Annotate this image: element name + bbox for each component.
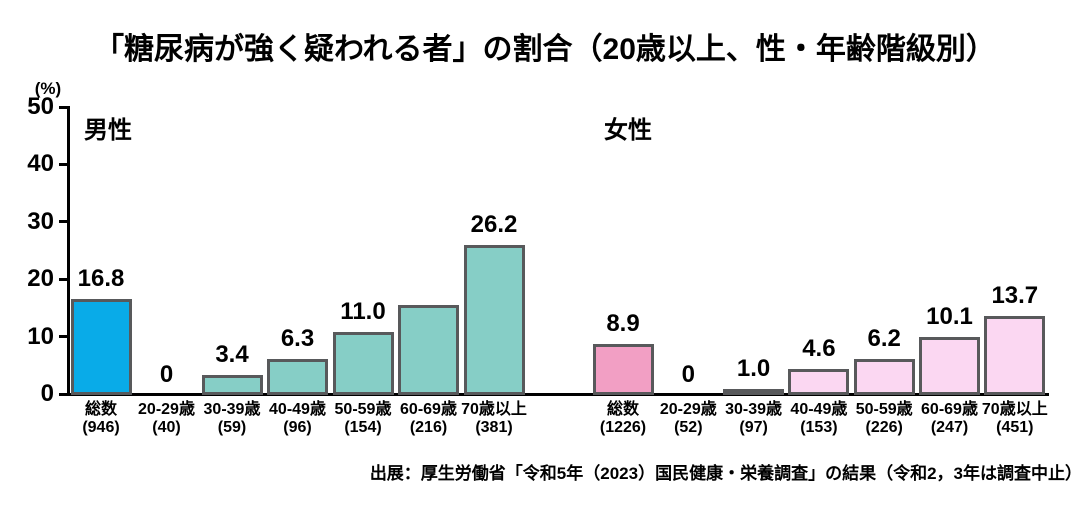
category-name: 20-29歳 [138, 401, 195, 418]
bar-value-label: 1.0 [736, 355, 771, 383]
category-sample-size: (96) [283, 419, 312, 436]
bar [398, 305, 459, 395]
y-tick-label: 0 [40, 380, 54, 407]
bar [984, 316, 1046, 395]
y-tick-mark [59, 220, 68, 224]
category-label: 60-69歳 (247) [904, 401, 996, 437]
category-label: 40-49歳 (96) [252, 401, 344, 437]
bar-value-label: 4.6 [802, 334, 836, 362]
category-name: 総数 [84, 401, 117, 418]
category-name: 30-39歳 [203, 401, 261, 418]
category-label: 70歳以上 (451) [969, 401, 1061, 437]
bar-value-label: 16.8 [77, 264, 125, 292]
category-name: 50-59歳 [334, 401, 392, 418]
bar-value-label: 26.2 [470, 210, 518, 238]
source-note: 出展：厚生労働省「令和5年（2023）国民健康・栄養調査」の結果（令和2，3年は… [369, 464, 1082, 483]
y-tick-mark [59, 392, 68, 396]
bar [332, 331, 394, 395]
category-sample-size: (52) [674, 419, 703, 436]
bar-value-label: 6.3 [280, 324, 315, 352]
bar-value-label: 8.9 [606, 309, 640, 337]
chart-title: 「糖尿病が強く疑われる者」の割合（20歳以上、性・年齢階級別） [94, 33, 996, 66]
category-sample-size: (154) [344, 419, 382, 436]
category-sample-size: (1226) [599, 419, 647, 436]
category-label: 30-39歳 (59) [186, 401, 278, 437]
bar [201, 375, 263, 395]
bar [723, 389, 785, 396]
category-label: 総数 (946) [55, 401, 147, 437]
category-sample-size: (59) [217, 419, 247, 436]
y-tick-label: 20 [27, 265, 54, 293]
bar-value-label: 0 [681, 361, 695, 388]
y-tick-mark [59, 162, 68, 166]
category-name: 40-49歳 [269, 401, 326, 418]
y-tick-label: 10 [27, 322, 54, 350]
category-sample-size: (226) [865, 419, 903, 436]
bar [788, 368, 850, 395]
category-name: 60-69歳 [400, 401, 457, 418]
category-sample-size: (97) [739, 419, 768, 436]
bar-value-label: 13.7 [991, 282, 1039, 310]
y-axis-line [67, 106, 70, 396]
y-tick-label: 40 [27, 150, 54, 178]
category-label: 40-49歳 (153) [773, 401, 865, 437]
category-label: 70歳以上 (381) [448, 401, 540, 437]
category-name: 70歳以上 [461, 401, 527, 418]
bar [463, 244, 525, 395]
bar [70, 298, 132, 395]
bar-value-label: 6.2 [867, 325, 901, 353]
category-name: 30-39歳 [725, 401, 783, 418]
y-tick-mark [59, 335, 68, 339]
y-tick-mark [59, 277, 68, 281]
bar-value-label: 0 [159, 361, 174, 388]
category-name: 20-29歳 [659, 401, 717, 418]
category-sample-size: (153) [800, 419, 838, 436]
bar [592, 343, 654, 395]
y-tick-label: 30 [27, 207, 54, 235]
category-label: 総数 (1226) [577, 401, 669, 437]
category-sample-size: (381) [475, 419, 513, 436]
x-axis-line [67, 393, 1049, 396]
category-name: 総数 [606, 401, 639, 418]
category-sample-size: (451) [996, 419, 1034, 436]
y-tick-mark [59, 105, 68, 109]
category-label: 20-29歳 (40) [121, 401, 213, 437]
y-tick-label: 50 [27, 93, 54, 120]
group-label-male: 男性 [84, 117, 132, 144]
category-name: 40-49歳 [790, 401, 848, 418]
category-label: 30-39歳 (97) [708, 401, 800, 437]
category-label: 20-29歳 (52) [642, 401, 734, 437]
bar [267, 358, 328, 395]
bar-value-label: 3.4 [215, 341, 249, 369]
category-sample-size: (946) [82, 419, 120, 436]
category-sample-size: (247) [930, 419, 969, 436]
bar-value-label: 11.0 [340, 297, 386, 325]
category-name: 50-59歳 [855, 401, 913, 418]
bar [919, 337, 980, 395]
category-label: 50-59歳 (154) [317, 401, 409, 437]
category-sample-size: (40) [152, 419, 181, 436]
group-label-female: 女性 [604, 117, 652, 144]
category-sample-size: (216) [409, 419, 448, 436]
category-label: 50-59歳 (226) [838, 401, 930, 437]
category-name: 60-69歳 [921, 401, 978, 418]
bar-value-label: 10.1 [926, 303, 973, 331]
category-name: 70歳以上 [981, 401, 1048, 418]
bar [853, 359, 915, 395]
y-axis-unit-label: (%) [34, 79, 62, 98]
category-label: 60-69歳 (216) [383, 401, 475, 437]
